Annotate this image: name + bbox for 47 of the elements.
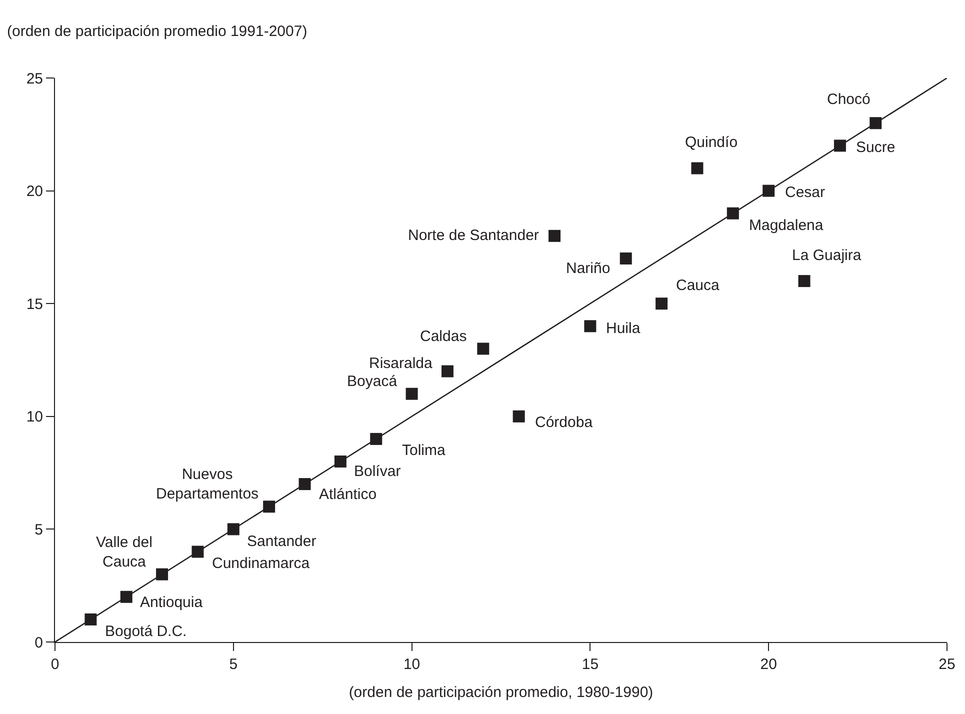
y-axis-title: (orden de participación promedio 1991-2007)	[7, 23, 308, 40]
x-axis-title: (orden de participación promedio, 1980-1990)	[348, 684, 654, 701]
annotation: Caldas	[420, 328, 467, 345]
annotation: Norte de Santander	[408, 227, 539, 244]
x-tick-label: 5	[229, 656, 238, 673]
y-tick-label: 25	[26, 70, 43, 88]
annotation: Quindío	[685, 134, 738, 151]
y-tick-label: 10	[26, 408, 43, 426]
annotation: Antioquia	[140, 594, 204, 611]
annotation: Santander	[247, 533, 316, 550]
annotation: Sucre	[856, 139, 896, 156]
point	[656, 298, 668, 310]
y-tick-label: 15	[26, 296, 43, 313]
point	[441, 365, 454, 378]
x-tick-label: 15	[582, 656, 599, 673]
annotation: Bolívar	[354, 463, 401, 480]
annotation: Risaralda	[369, 355, 434, 372]
annotation: Valle del Cauca	[96, 534, 152, 570]
annotation: Nuevos Departamentos	[156, 466, 259, 502]
annotation: Cauca	[676, 277, 720, 294]
annotation: Huila	[606, 320, 641, 337]
point	[406, 388, 418, 400]
annotation: Cesar	[785, 184, 826, 201]
annotation: Chocó	[827, 91, 870, 108]
point	[477, 342, 490, 355]
annotation: Atlántico	[319, 486, 377, 503]
annotation: Magdalena	[749, 217, 824, 234]
x-tick-label: 0	[50, 656, 60, 673]
annotation: Tolima	[402, 442, 446, 459]
y-tick-label: 20	[26, 183, 43, 200]
annotation: Nariño	[566, 260, 610, 277]
x-tick-label: 20	[760, 656, 777, 673]
annotation: Córdoba	[535, 414, 594, 431]
point	[691, 162, 704, 174]
annotation: Cundinamarca	[212, 555, 310, 572]
annotation: La Guajira	[792, 247, 862, 264]
annotation: Bogotá D.C.	[105, 623, 187, 640]
point	[584, 320, 596, 332]
x-tick-label: 25	[938, 656, 956, 673]
point	[512, 410, 525, 422]
point	[620, 252, 632, 264]
point	[548, 230, 561, 242]
y-tick-label: 5	[34, 521, 43, 538]
y-tick-label: 0	[34, 634, 43, 652]
x-tick-label: 10	[403, 656, 420, 673]
point	[798, 275, 810, 288]
annotation: Boyacá	[347, 373, 398, 390]
